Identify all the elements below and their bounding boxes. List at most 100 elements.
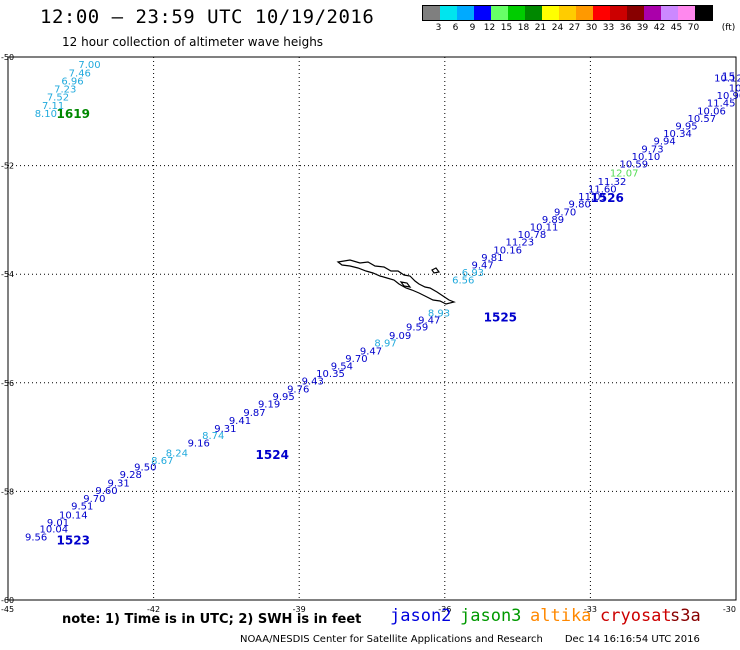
wave-height-value: 8.97 bbox=[374, 339, 396, 350]
satellite-label: cryosat bbox=[600, 606, 672, 626]
legend-swatch bbox=[491, 6, 508, 20]
track-id-label: 1523 bbox=[57, 533, 90, 547]
legend-label: 36 bbox=[619, 23, 632, 33]
wave-height-color-legend: (ft) 3 6 9 12 15 18 21 24 27 30 33 36 39 42 45 70 bbox=[422, 5, 735, 33]
wave-height-value: 9.31 bbox=[107, 478, 129, 489]
altimeter-tracks: 8.107.117.527.236.967.467.0016199.5610.0… bbox=[25, 60, 740, 547]
lon-tick-label: -42 bbox=[147, 605, 160, 614]
wave-height-value: 7.23 bbox=[54, 85, 76, 96]
wave-height-value: 8.67 bbox=[151, 456, 173, 467]
footer-note: note: 1) Time is in UTC; 2) SWH is in fe… bbox=[62, 612, 362, 627]
credit-line: NOAA/NESDIS Center for Satellite Applica… bbox=[240, 634, 700, 645]
track-id-label: 1526 bbox=[590, 191, 623, 205]
wave-height-value: 11.60 bbox=[588, 184, 617, 195]
map-subtitle: 12 hour collection of altimeter wave hei… bbox=[62, 35, 324, 49]
legend-swatch bbox=[695, 6, 712, 20]
wave-height-value: 9.31 bbox=[214, 424, 236, 435]
legend-swatch bbox=[661, 6, 678, 20]
legend-swatch bbox=[559, 6, 576, 20]
wave-height-value: 12.07 bbox=[610, 169, 639, 180]
wave-height-value: 9.70 bbox=[345, 354, 367, 365]
wave-height-value: 9.76 bbox=[287, 384, 309, 395]
legend-label: 6 bbox=[452, 23, 459, 33]
lon-tick-label: -45 bbox=[1, 605, 14, 614]
wave-height-value: 9.47 bbox=[418, 315, 440, 326]
lat-tick-label: -50 bbox=[1, 53, 14, 62]
wave-height-value: 9.95 bbox=[675, 122, 697, 133]
wave-height-value: 11.23 bbox=[505, 238, 534, 249]
wave-height-value: 9.01 bbox=[47, 518, 69, 529]
legend-swatch bbox=[576, 6, 593, 20]
wave-height-value: 10.34 bbox=[663, 129, 692, 140]
legend-color-boxes bbox=[422, 5, 713, 21]
wave-height-value: 8.10 bbox=[35, 109, 57, 120]
timestamp: Dec 14 16:16:54 UTC 2016 bbox=[564, 634, 700, 645]
wave-height-value: 10.06 bbox=[697, 106, 726, 117]
lon-tick-label: -36 bbox=[438, 605, 451, 614]
lat-tick-label: -58 bbox=[1, 487, 14, 496]
wave-height-value: 9.73 bbox=[641, 144, 663, 155]
wave-height-value: 6.93 bbox=[462, 268, 484, 279]
wave-height-value: 9.81 bbox=[481, 253, 503, 264]
legend-label: 3 bbox=[435, 23, 442, 33]
lon-tick-label: -33 bbox=[584, 605, 597, 614]
legend-label: 42 bbox=[653, 23, 666, 33]
wave-height-value: 9.41 bbox=[229, 416, 251, 427]
wave-height-value: 10.90 bbox=[717, 91, 740, 102]
lat-lon-grid bbox=[7, 56, 737, 601]
legend-label: 30 bbox=[585, 23, 598, 33]
wave-height-value: 9.87 bbox=[243, 408, 265, 419]
wave-height-value: 6.56 bbox=[452, 276, 474, 287]
legend-swatch bbox=[593, 6, 610, 20]
wave-height-value: 10.10 bbox=[632, 152, 661, 163]
satellite-label: jason2 bbox=[390, 606, 452, 626]
legend-swatch bbox=[423, 6, 440, 20]
track-id-label: 1524 bbox=[256, 448, 289, 462]
wave-height-value: 8.93 bbox=[428, 308, 450, 319]
legend-swatch bbox=[440, 6, 457, 20]
legend-label: 39 bbox=[636, 23, 649, 33]
wave-height-value: 10.57 bbox=[687, 114, 716, 125]
axis-labels: -50 -52 -54 -56 -58 -60-45 -42 -39 -36 -33 -30 bbox=[1, 53, 736, 614]
wave-height-value: 9.60 bbox=[95, 486, 117, 497]
legend-swatch bbox=[457, 6, 474, 20]
legend-label: 24 bbox=[551, 23, 564, 33]
wave-height-value: 9.70 bbox=[554, 207, 576, 218]
legend-units: (ft) bbox=[721, 23, 736, 33]
plot-border bbox=[7, 56, 737, 601]
lon-tick-label: -30 bbox=[723, 605, 736, 614]
wave-height-value: 9.50 bbox=[134, 463, 156, 474]
wave-height-value: 10.90 bbox=[729, 83, 740, 94]
wave-height-value: 10.59 bbox=[620, 160, 649, 171]
wave-height-value: 10.35 bbox=[316, 369, 345, 380]
wave-height-value: 7.00 bbox=[78, 60, 100, 71]
wave-height-value: 9.70 bbox=[83, 494, 105, 505]
wave-height-value: 9.54 bbox=[331, 362, 353, 373]
legend-label: 33 bbox=[602, 23, 615, 33]
legend-swatch bbox=[610, 6, 627, 20]
legend-label: 18 bbox=[517, 23, 530, 33]
wave-height-value: 9.94 bbox=[653, 137, 675, 148]
wave-height-value: 6.96 bbox=[61, 76, 83, 87]
legend-swatch bbox=[508, 6, 525, 20]
legend-swatch bbox=[627, 6, 644, 20]
wave-height-value: 9.95 bbox=[273, 392, 295, 403]
wave-height-value: 9.56 bbox=[25, 533, 47, 544]
wave-height-value: 9.16 bbox=[188, 439, 210, 450]
wave-height-value: 9.28 bbox=[120, 470, 142, 481]
satellite-label: s3a bbox=[670, 606, 701, 626]
south-georgia-island bbox=[336, 259, 456, 305]
wave-height-value: 9.47 bbox=[360, 346, 382, 357]
wave-height-value: 9.09 bbox=[389, 331, 411, 342]
legend-label: 15 bbox=[500, 23, 513, 33]
legend-swatch bbox=[525, 6, 542, 20]
wave-height-value: 7.46 bbox=[69, 68, 91, 79]
south-georgia-coastline bbox=[336, 259, 456, 305]
edge-track-label: 15 bbox=[722, 71, 736, 84]
legend-label: 45 bbox=[670, 23, 683, 33]
wave-height-value: 9.43 bbox=[302, 377, 324, 388]
wave-height-value: 10.16 bbox=[493, 245, 522, 256]
wave-height-value: 10.04 bbox=[40, 524, 69, 535]
legend-label: 70 bbox=[687, 23, 700, 33]
